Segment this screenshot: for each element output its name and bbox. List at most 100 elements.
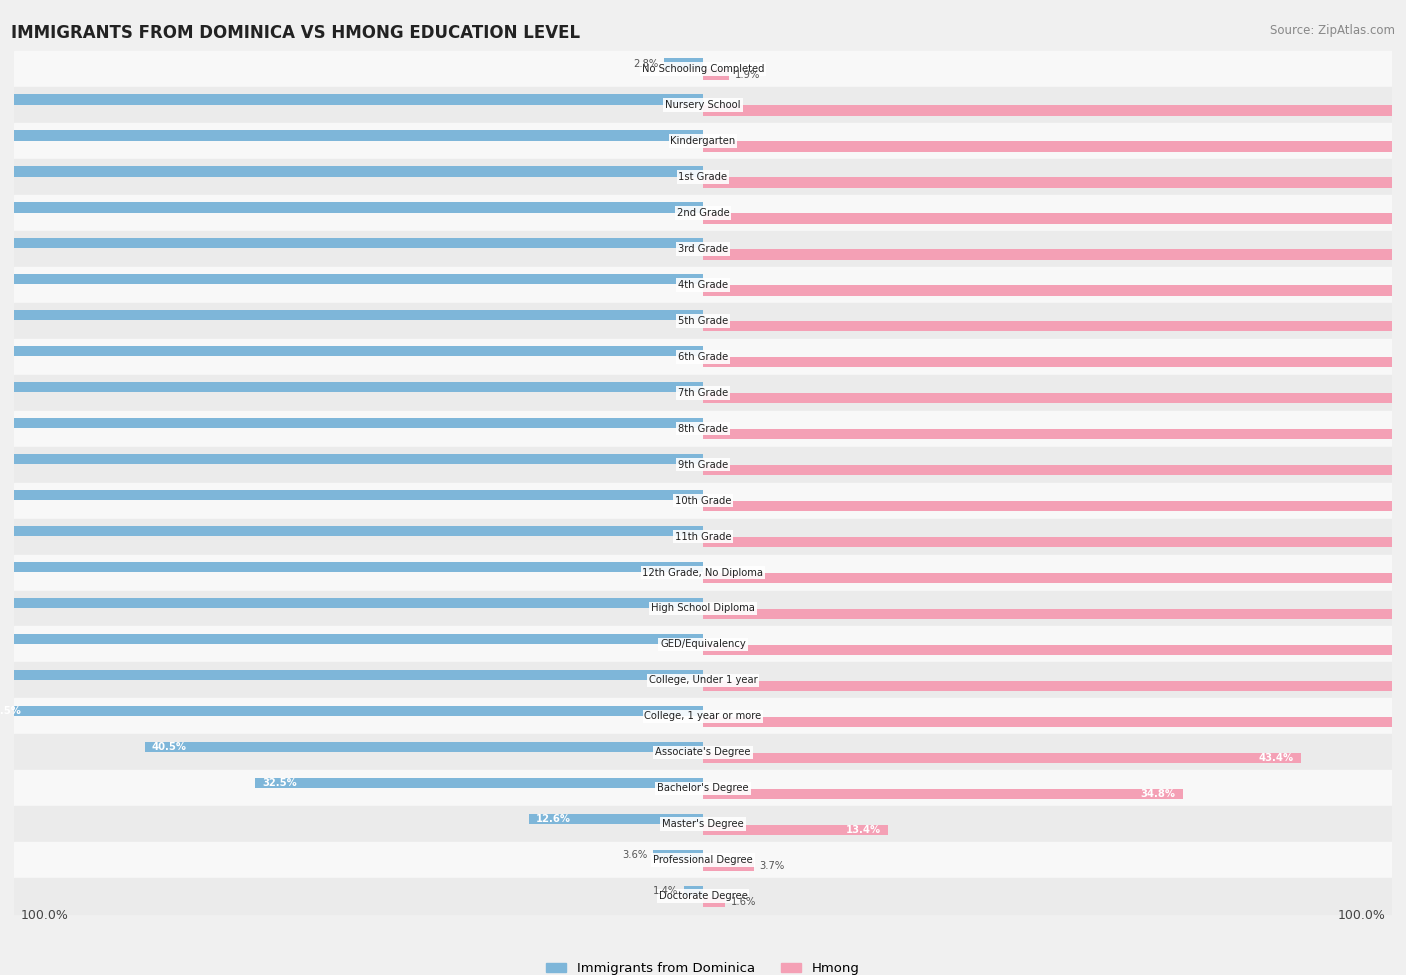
Text: 12th Grade, No Diploma: 12th Grade, No Diploma xyxy=(643,567,763,577)
Bar xyxy=(654,849,703,860)
Bar xyxy=(0,346,703,356)
Bar xyxy=(0,274,703,285)
Text: 34.8%: 34.8% xyxy=(1140,789,1175,799)
Text: IMMIGRANTS FROM DOMINICA VS HMONG EDUCATION LEVEL: IMMIGRANTS FROM DOMINICA VS HMONG EDUCAT… xyxy=(11,24,581,42)
Bar xyxy=(14,231,1392,267)
Text: Doctorate Degree: Doctorate Degree xyxy=(658,891,748,901)
Text: 40.5%: 40.5% xyxy=(152,742,187,752)
Bar xyxy=(14,123,1392,159)
Bar xyxy=(14,159,1392,195)
Bar xyxy=(0,418,703,428)
Bar xyxy=(703,897,725,907)
Text: 100.0%: 100.0% xyxy=(1337,910,1385,922)
Text: 6th Grade: 6th Grade xyxy=(678,352,728,362)
Bar xyxy=(0,202,703,213)
Text: 52.5%: 52.5% xyxy=(0,706,21,716)
Bar xyxy=(703,609,1406,619)
Bar xyxy=(0,382,703,392)
Bar xyxy=(703,286,1406,295)
Bar xyxy=(14,195,1392,231)
Text: 43.4%: 43.4% xyxy=(1258,753,1294,762)
Bar xyxy=(14,87,1392,123)
Text: 1.6%: 1.6% xyxy=(731,897,756,907)
Legend: Immigrants from Dominica, Hmong: Immigrants from Dominica, Hmong xyxy=(541,957,865,975)
Text: 4th Grade: 4th Grade xyxy=(678,280,728,290)
Text: 3.7%: 3.7% xyxy=(759,861,785,871)
Text: 12.6%: 12.6% xyxy=(536,814,571,824)
Text: 1.4%: 1.4% xyxy=(652,885,678,896)
Bar xyxy=(0,706,703,716)
Bar xyxy=(665,58,703,68)
Bar xyxy=(14,555,1392,591)
Text: 13.4%: 13.4% xyxy=(845,825,880,835)
Bar xyxy=(256,778,703,788)
Bar xyxy=(0,238,703,249)
Bar xyxy=(14,338,1392,374)
Text: 3.6%: 3.6% xyxy=(623,849,648,860)
Bar xyxy=(14,519,1392,555)
Text: 9th Grade: 9th Grade xyxy=(678,459,728,470)
Bar xyxy=(703,825,887,835)
Text: 2nd Grade: 2nd Grade xyxy=(676,208,730,217)
Bar xyxy=(703,573,1406,583)
Text: 5th Grade: 5th Grade xyxy=(678,316,728,326)
Text: No Schooling Completed: No Schooling Completed xyxy=(641,64,765,74)
Bar xyxy=(14,447,1392,483)
Bar xyxy=(14,374,1392,410)
Bar xyxy=(703,753,1301,763)
Bar xyxy=(0,562,703,572)
Bar xyxy=(0,598,703,608)
Bar xyxy=(703,861,754,871)
Bar xyxy=(0,95,703,104)
Bar xyxy=(0,131,703,140)
Bar xyxy=(14,627,1392,662)
Bar xyxy=(14,806,1392,842)
Bar xyxy=(14,770,1392,806)
Bar xyxy=(14,410,1392,447)
Bar xyxy=(703,537,1406,547)
Bar xyxy=(145,742,703,752)
Bar xyxy=(703,501,1406,511)
Bar xyxy=(14,662,1392,698)
Text: 3rd Grade: 3rd Grade xyxy=(678,244,728,254)
Bar xyxy=(0,670,703,680)
Bar xyxy=(703,357,1406,368)
Text: 11th Grade: 11th Grade xyxy=(675,531,731,541)
Bar xyxy=(703,717,1406,727)
Bar xyxy=(14,698,1392,734)
Bar xyxy=(703,789,1182,799)
Bar xyxy=(703,465,1406,476)
Bar xyxy=(14,878,1392,915)
Bar xyxy=(14,303,1392,338)
Bar xyxy=(703,105,1406,116)
Text: 7th Grade: 7th Grade xyxy=(678,388,728,398)
Text: College, 1 year or more: College, 1 year or more xyxy=(644,712,762,722)
Bar xyxy=(14,483,1392,519)
Text: GED/Equivalency: GED/Equivalency xyxy=(661,640,745,649)
Text: Source: ZipAtlas.com: Source: ZipAtlas.com xyxy=(1270,24,1395,37)
Bar xyxy=(703,321,1406,332)
Bar xyxy=(0,526,703,536)
Text: Associate's Degree: Associate's Degree xyxy=(655,748,751,758)
Text: 1.9%: 1.9% xyxy=(735,69,761,80)
Text: Nursery School: Nursery School xyxy=(665,100,741,110)
Bar xyxy=(703,644,1406,655)
Bar xyxy=(703,141,1406,152)
Bar xyxy=(683,885,703,896)
Bar xyxy=(14,591,1392,627)
Text: 8th Grade: 8th Grade xyxy=(678,424,728,434)
Text: 2.8%: 2.8% xyxy=(634,58,659,68)
Text: Bachelor's Degree: Bachelor's Degree xyxy=(657,783,749,794)
Bar xyxy=(0,310,703,321)
Bar xyxy=(703,177,1406,187)
Text: Professional Degree: Professional Degree xyxy=(654,855,752,865)
Bar xyxy=(14,734,1392,770)
Bar xyxy=(703,393,1406,404)
Bar xyxy=(14,267,1392,303)
Bar xyxy=(14,51,1392,87)
Bar xyxy=(530,813,703,824)
Bar xyxy=(14,842,1392,878)
Bar xyxy=(703,250,1406,259)
Text: Kindergarten: Kindergarten xyxy=(671,136,735,146)
Bar xyxy=(703,681,1406,691)
